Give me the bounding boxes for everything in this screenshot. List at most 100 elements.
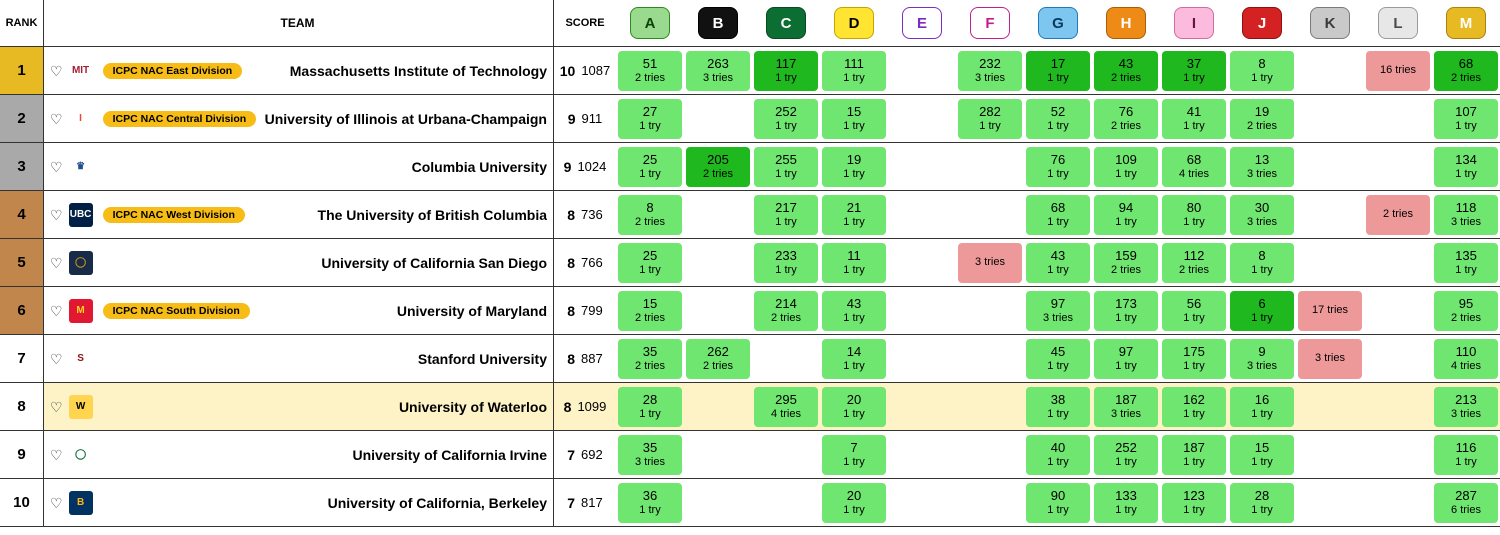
result-cell[interactable]: 93 tries [1230,339,1294,379]
favorite-icon[interactable]: ♡ [50,256,63,270]
problem-button-A[interactable]: A [630,7,670,39]
favorite-icon[interactable]: ♡ [50,112,63,126]
result-cell[interactable]: 201 try [822,387,886,427]
result-cell[interactable]: 2876 tries [1434,483,1498,523]
result-cell[interactable]: 1111 try [822,51,886,91]
result-cell[interactable]: 2171 try [754,195,818,235]
favorite-icon[interactable]: ♡ [50,448,63,462]
result-cell[interactable]: 682 tries [1434,51,1498,91]
result-cell[interactable]: 3 tries [958,243,1022,283]
result-cell[interactable]: 1873 tries [1094,387,1158,427]
result-cell[interactable]: 1231 try [1162,483,1226,523]
result-cell[interactable]: 1161 try [1434,435,1498,475]
result-cell[interactable]: 521 try [1026,99,1090,139]
result-cell[interactable]: 1592 tries [1094,243,1158,283]
result-cell[interactable]: 281 try [618,387,682,427]
header-problem-G[interactable]: G [1024,0,1092,46]
problem-button-G[interactable]: G [1038,7,1078,39]
result-cell[interactable]: 201 try [822,483,886,523]
result-cell[interactable]: 2622 tries [686,339,750,379]
result-cell[interactable]: 1871 try [1162,435,1226,475]
result-cell[interactable]: 2521 try [754,99,818,139]
favorite-icon[interactable]: ♡ [50,352,63,366]
team-cell[interactable]: ♡WUniversity of Waterloo [44,383,554,430]
result-cell[interactable]: 361 try [618,483,682,523]
result-cell[interactable]: 2521 try [1094,435,1158,475]
favorite-icon[interactable]: ♡ [50,64,63,78]
header-problem-I[interactable]: I [1160,0,1228,46]
problem-button-D[interactable]: D [834,7,874,39]
result-cell[interactable]: 1122 tries [1162,243,1226,283]
result-cell[interactable]: 2142 tries [754,291,818,331]
team-cell[interactable]: ♡MITICPC NAC East DivisionMassachusetts … [44,47,554,94]
result-cell[interactable]: 973 tries [1026,291,1090,331]
problem-button-H[interactable]: H [1106,7,1146,39]
problem-button-L[interactable]: L [1378,7,1418,39]
result-cell[interactable]: 133 tries [1230,147,1294,187]
result-cell[interactable]: 1104 tries [1434,339,1498,379]
problem-button-E[interactable]: E [902,7,942,39]
result-cell[interactable]: 17 tries [1298,291,1362,331]
problem-button-I[interactable]: I [1174,7,1214,39]
result-cell[interactable]: 2323 tries [958,51,1022,91]
result-cell[interactable]: 681 try [1026,195,1090,235]
result-cell[interactable]: 2052 tries [686,147,750,187]
favorite-icon[interactable]: ♡ [50,160,63,174]
result-cell[interactable]: 1751 try [1162,339,1226,379]
result-cell[interactable]: 2 tries [1366,195,1430,235]
problem-button-B[interactable]: B [698,7,738,39]
result-cell[interactable]: 952 tries [1434,291,1498,331]
result-cell[interactable]: 81 try [1230,51,1294,91]
result-cell[interactable]: 141 try [822,339,886,379]
result-cell[interactable]: 512 tries [618,51,682,91]
favorite-icon[interactable]: ♡ [50,400,63,414]
team-cell[interactable]: ♡MICPC NAC South DivisionUniversity of M… [44,287,554,334]
result-cell[interactable]: 762 tries [1094,99,1158,139]
result-cell[interactable]: 251 try [618,243,682,283]
header-problem-J[interactable]: J [1228,0,1296,46]
team-cell[interactable]: ♡◯University of California San Diego [44,239,554,286]
header-problem-C[interactable]: C [752,0,820,46]
result-cell[interactable]: 1621 try [1162,387,1226,427]
result-cell[interactable]: 2133 tries [1434,387,1498,427]
favorite-icon[interactable]: ♡ [50,208,63,222]
result-cell[interactable]: 2954 tries [754,387,818,427]
result-cell[interactable]: 2633 tries [686,51,750,91]
problem-button-F[interactable]: F [970,7,1010,39]
result-cell[interactable]: 151 try [1230,435,1294,475]
result-cell[interactable]: 901 try [1026,483,1090,523]
result-cell[interactable]: 1331 try [1094,483,1158,523]
problem-button-C[interactable]: C [766,7,806,39]
header-problem-D[interactable]: D [820,0,888,46]
result-cell[interactable]: 432 tries [1094,51,1158,91]
result-cell[interactable]: 761 try [1026,147,1090,187]
result-cell[interactable]: 353 tries [618,435,682,475]
result-cell[interactable]: 431 try [822,291,886,331]
result-cell[interactable]: 61 try [1230,291,1294,331]
team-cell[interactable]: ♡UBCICPC NAC West DivisionThe University… [44,191,554,238]
result-cell[interactable]: 2821 try [958,99,1022,139]
result-cell[interactable]: 271 try [618,99,682,139]
result-cell[interactable]: 381 try [1026,387,1090,427]
result-cell[interactable]: 1091 try [1094,147,1158,187]
result-cell[interactable]: 152 tries [618,291,682,331]
team-cell[interactable]: ♡SStanford University [44,335,554,382]
result-cell[interactable]: 16 tries [1366,51,1430,91]
result-cell[interactable]: 2331 try [754,243,818,283]
header-problem-L[interactable]: L [1364,0,1432,46]
result-cell[interactable]: 941 try [1094,195,1158,235]
header-problem-F[interactable]: F [956,0,1024,46]
result-cell[interactable]: 251 try [618,147,682,187]
header-problem-H[interactable]: H [1092,0,1160,46]
result-cell[interactable]: 1071 try [1434,99,1498,139]
result-cell[interactable]: 401 try [1026,435,1090,475]
result-cell[interactable]: 111 try [822,243,886,283]
result-cell[interactable]: 1183 tries [1434,195,1498,235]
result-cell[interactable]: 192 tries [1230,99,1294,139]
result-cell[interactable]: 3 tries [1298,339,1362,379]
header-problem-A[interactable]: A [616,0,684,46]
result-cell[interactable]: 411 try [1162,99,1226,139]
result-cell[interactable]: 1341 try [1434,147,1498,187]
result-cell[interactable]: 1351 try [1434,243,1498,283]
result-cell[interactable]: 281 try [1230,483,1294,523]
